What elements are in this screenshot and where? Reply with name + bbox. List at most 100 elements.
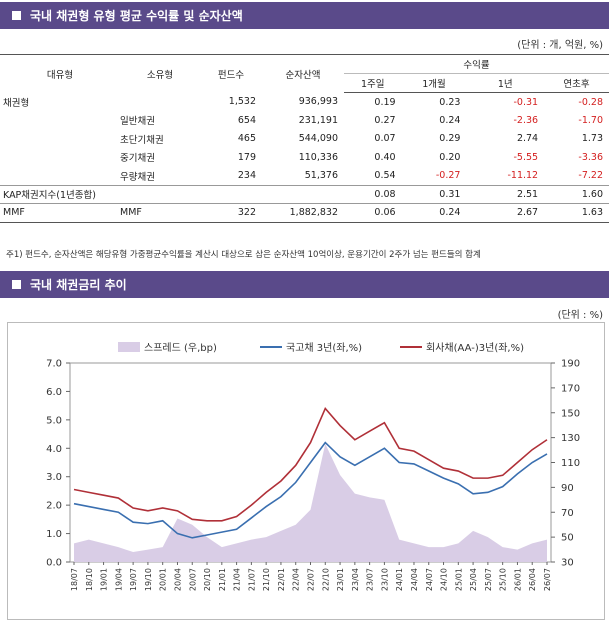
x-tick-label: 26/04 <box>528 568 537 591</box>
x-tick-label: 19/10 <box>144 568 153 591</box>
cell-1year: -11.12 <box>507 170 539 181</box>
table-row: 채권형 1,532 936,993 0.19 0.23 -0.31 -0.28 <box>0 93 609 112</box>
table-row: MMF MMF 322 1,882,832 0.06 0.24 2.67 1.63 <box>0 203 609 223</box>
cell-ytd: -7.22 <box>578 170 603 181</box>
cell-net-assets <box>262 184 344 204</box>
col-ytd: 연초후 <box>544 73 609 93</box>
cell-1year: 2.67 <box>466 203 545 223</box>
legend-label: 국고채 3년(좌,%) <box>286 342 362 354</box>
series-spread-area <box>74 443 547 562</box>
x-tick-label: 25/04 <box>469 568 478 591</box>
y-left-tick-label: 3.0 <box>46 472 62 483</box>
cell-net-assets: 231,191 <box>298 114 338 126</box>
footnote: 주1) 펀드수, 순자산액은 해당유형 가중평균수익률을 계산시 대상으로 삼은… <box>6 250 481 260</box>
square-bullet-icon <box>12 11 21 20</box>
cell-net-assets: 936,993 <box>298 96 338 108</box>
x-tick-label: 26/07 <box>543 568 552 591</box>
x-tick-label: 18/10 <box>85 568 94 591</box>
y-right-tick-label: 110 <box>561 458 580 469</box>
legend-swatch-spread <box>118 342 140 352</box>
x-tick-label: 20/04 <box>173 568 182 591</box>
y-left-tick-label: 0.0 <box>46 558 62 569</box>
cell-fund-count: 179 <box>237 151 256 163</box>
cell-fund-count: 322 <box>200 203 262 223</box>
cell-large-type: 채권형 <box>3 97 30 109</box>
y-right-tick-label: 50 <box>561 533 574 544</box>
series-corp-3y-line <box>73 407 548 522</box>
x-tick-label: 20/07 <box>188 568 197 591</box>
cell-large-type <box>0 167 120 186</box>
legend-label: 스프레드 (우,bp) <box>144 342 217 354</box>
series-gov-3y-line <box>73 441 548 539</box>
cell-ytd: -0.28 <box>578 96 603 108</box>
cell-small-type: 일반채권 <box>120 116 155 128</box>
cell-large-type <box>0 111 120 130</box>
x-tick-label: 18/07 <box>70 568 79 591</box>
cell-1week: 0.54 <box>374 170 396 181</box>
cell-net-assets: 1,882,832 <box>262 203 344 223</box>
table-row: 중기채권 179 110,336 0.40 0.20 -5.55 -3.36 <box>0 148 609 167</box>
section-title: 국내 채권금리 추이 <box>30 278 127 292</box>
col-large-type: 대유형 <box>0 54 120 93</box>
y-right-tick-label: 130 <box>561 433 580 444</box>
x-tick-label: 25/10 <box>499 568 508 591</box>
cell-net-assets: 110,336 <box>298 151 338 163</box>
y-right-tick-label: 170 <box>561 383 580 394</box>
x-tick-label: 26/01 <box>513 568 522 591</box>
y-right-tick-label: 30 <box>561 558 574 569</box>
section-header-fund-returns: 국내 채권형 유형 평균 수익률 및 순자산액 <box>0 2 609 29</box>
bond-rate-chart: 0.0 1.0 2.0 3.0 4.0 5.0 6.0 7.0 30 50 70 90 110 130 15… <box>46 342 580 591</box>
cell-net-assets: 544,090 <box>298 133 338 145</box>
cell-large-type <box>0 130 120 149</box>
cell-1month: 0.24 <box>439 114 461 126</box>
cell-1month: 0.20 <box>439 151 461 163</box>
y-left-tick-label: 5.0 <box>46 415 62 426</box>
cell-1week: 0.08 <box>344 184 402 204</box>
cell-fund-count: 654 <box>237 114 256 126</box>
cell-fund-count <box>200 184 262 204</box>
cell-small-type: 초단기채권 <box>120 134 164 146</box>
x-tick-label: 21/04 <box>233 568 242 591</box>
cell-1week: 0.07 <box>374 133 396 145</box>
x-tick-label: 23/07 <box>366 568 375 591</box>
table-row: KAP채권지수(1년종합) 0.08 0.31 2.51 1.60 <box>0 184 609 204</box>
cell-ytd: -1.70 <box>578 114 603 126</box>
x-tick-label: 25/07 <box>484 568 493 591</box>
cell-1year: 2.51 <box>466 184 545 204</box>
cell-1week: 0.40 <box>374 151 396 163</box>
x-tick-label: 24/01 <box>395 568 404 591</box>
y-right-tick-label: 190 <box>561 359 580 370</box>
bond-rate-chart-frame: 0.0 1.0 2.0 3.0 4.0 5.0 6.0 7.0 30 50 70 90 110 130 15… <box>7 322 605 620</box>
x-tick-label: 20/10 <box>203 568 212 591</box>
cell-fund-count: 465 <box>237 133 256 145</box>
y-left-tick-label: 2.0 <box>46 501 62 512</box>
table-row: 우량채권 234 51,376 0.54 -0.27 -11.12 -7.22 <box>0 167 609 186</box>
col-small-type: 소유형 <box>120 54 200 93</box>
col-fund-count: 펀드수 <box>200 54 262 93</box>
x-tick-label: 20/01 <box>159 568 168 591</box>
x-tick-label: 25/01 <box>454 568 463 591</box>
cell-small-type <box>120 184 200 204</box>
cell-net-assets: 51,376 <box>304 170 338 181</box>
x-tick-label: 24/10 <box>440 568 449 591</box>
y-left-tick-label: 1.0 <box>46 529 62 540</box>
cell-ytd: 1.60 <box>544 184 609 204</box>
y-right-tick-label: 90 <box>561 483 574 494</box>
cell-large-type: KAP채권지수(1년종합) <box>0 184 120 204</box>
section-title: 국내 채권형 유형 평균 수익률 및 순자산액 <box>30 9 243 23</box>
cell-1week: 0.27 <box>374 114 396 126</box>
cell-large-type: MMF <box>0 203 120 223</box>
col-net-assets: 순자산액 <box>262 54 344 93</box>
x-tick-label: 22/10 <box>321 568 330 591</box>
x-tick-label: 22/07 <box>307 568 316 591</box>
cell-small-type: 중기채권 <box>120 153 155 165</box>
section-header-bond-rates: 국내 채권금리 추이 <box>0 271 609 298</box>
cell-fund-count: 234 <box>237 170 256 181</box>
cell-small-type: MMF <box>120 203 200 223</box>
y-left-tick-label: 4.0 <box>46 444 62 455</box>
col-returns-group: 수익률 <box>344 54 609 74</box>
fund-returns-table: 대유형 소유형 펀드수 순자산액 수익률 1주일 1개월 1년 연초후 채권형 1… <box>0 54 609 223</box>
x-tick-label: 23/10 <box>380 568 389 591</box>
cell-1month: -0.27 <box>435 170 461 181</box>
cell-ytd: 1.73 <box>581 133 603 145</box>
